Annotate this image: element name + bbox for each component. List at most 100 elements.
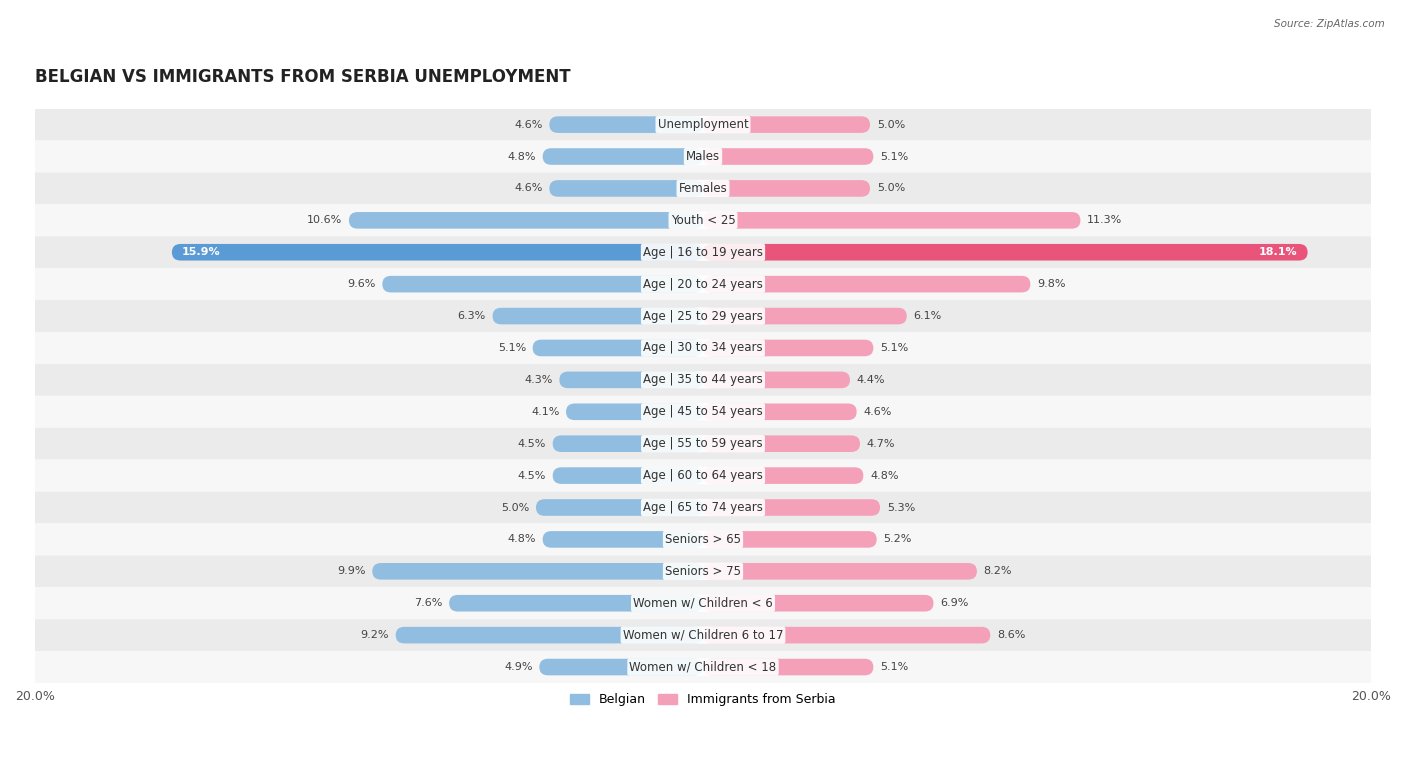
FancyBboxPatch shape bbox=[553, 435, 703, 452]
Text: 8.6%: 8.6% bbox=[997, 630, 1025, 640]
Text: 4.8%: 4.8% bbox=[870, 471, 898, 481]
Text: 10.6%: 10.6% bbox=[307, 215, 342, 226]
FancyBboxPatch shape bbox=[35, 651, 1371, 683]
FancyBboxPatch shape bbox=[703, 595, 934, 612]
FancyBboxPatch shape bbox=[703, 563, 977, 580]
FancyBboxPatch shape bbox=[35, 204, 1371, 236]
FancyBboxPatch shape bbox=[703, 148, 873, 165]
Text: 15.9%: 15.9% bbox=[181, 248, 221, 257]
FancyBboxPatch shape bbox=[449, 595, 703, 612]
FancyBboxPatch shape bbox=[703, 627, 990, 643]
FancyBboxPatch shape bbox=[35, 619, 1371, 651]
FancyBboxPatch shape bbox=[703, 499, 880, 516]
Text: 5.0%: 5.0% bbox=[501, 503, 529, 512]
FancyBboxPatch shape bbox=[703, 308, 907, 324]
FancyBboxPatch shape bbox=[703, 531, 877, 548]
Text: 4.8%: 4.8% bbox=[508, 534, 536, 544]
Text: Age | 65 to 74 years: Age | 65 to 74 years bbox=[643, 501, 763, 514]
Text: 5.3%: 5.3% bbox=[887, 503, 915, 512]
Text: Age | 35 to 44 years: Age | 35 to 44 years bbox=[643, 373, 763, 386]
FancyBboxPatch shape bbox=[35, 428, 1371, 459]
Text: Unemployment: Unemployment bbox=[658, 118, 748, 131]
Text: Age | 16 to 19 years: Age | 16 to 19 years bbox=[643, 246, 763, 259]
Text: 9.2%: 9.2% bbox=[360, 630, 389, 640]
Legend: Belgian, Immigrants from Serbia: Belgian, Immigrants from Serbia bbox=[565, 688, 841, 712]
Text: 9.6%: 9.6% bbox=[347, 279, 375, 289]
Text: 5.0%: 5.0% bbox=[877, 183, 905, 194]
FancyBboxPatch shape bbox=[373, 563, 703, 580]
Text: Age | 20 to 24 years: Age | 20 to 24 years bbox=[643, 278, 763, 291]
FancyBboxPatch shape bbox=[703, 244, 1308, 260]
FancyBboxPatch shape bbox=[543, 148, 703, 165]
Text: 8.2%: 8.2% bbox=[984, 566, 1012, 576]
FancyBboxPatch shape bbox=[703, 659, 873, 675]
FancyBboxPatch shape bbox=[703, 340, 873, 357]
Text: 4.8%: 4.8% bbox=[508, 151, 536, 161]
Text: 4.5%: 4.5% bbox=[517, 471, 546, 481]
Text: Source: ZipAtlas.com: Source: ZipAtlas.com bbox=[1274, 19, 1385, 29]
FancyBboxPatch shape bbox=[35, 523, 1371, 556]
FancyBboxPatch shape bbox=[553, 467, 703, 484]
Text: Youth < 25: Youth < 25 bbox=[671, 213, 735, 227]
Text: 4.1%: 4.1% bbox=[531, 407, 560, 417]
FancyBboxPatch shape bbox=[703, 180, 870, 197]
FancyBboxPatch shape bbox=[35, 268, 1371, 300]
Text: 5.0%: 5.0% bbox=[877, 120, 905, 129]
FancyBboxPatch shape bbox=[543, 531, 703, 548]
Text: 4.6%: 4.6% bbox=[863, 407, 891, 417]
Text: 9.9%: 9.9% bbox=[337, 566, 366, 576]
Text: 4.5%: 4.5% bbox=[517, 439, 546, 449]
Text: Age | 45 to 54 years: Age | 45 to 54 years bbox=[643, 405, 763, 419]
FancyBboxPatch shape bbox=[35, 459, 1371, 491]
FancyBboxPatch shape bbox=[703, 435, 860, 452]
Text: 5.1%: 5.1% bbox=[498, 343, 526, 353]
Text: 5.2%: 5.2% bbox=[883, 534, 911, 544]
FancyBboxPatch shape bbox=[703, 276, 1031, 292]
FancyBboxPatch shape bbox=[35, 364, 1371, 396]
Text: BELGIAN VS IMMIGRANTS FROM SERBIA UNEMPLOYMENT: BELGIAN VS IMMIGRANTS FROM SERBIA UNEMPL… bbox=[35, 68, 571, 86]
FancyBboxPatch shape bbox=[35, 173, 1371, 204]
Text: 6.1%: 6.1% bbox=[914, 311, 942, 321]
FancyBboxPatch shape bbox=[172, 244, 703, 260]
Text: Age | 55 to 59 years: Age | 55 to 59 years bbox=[643, 438, 763, 450]
FancyBboxPatch shape bbox=[395, 627, 703, 643]
Text: Women w/ Children 6 to 17: Women w/ Children 6 to 17 bbox=[623, 628, 783, 642]
Text: Age | 30 to 34 years: Age | 30 to 34 years bbox=[643, 341, 763, 354]
Text: Age | 60 to 64 years: Age | 60 to 64 years bbox=[643, 469, 763, 482]
Text: 18.1%: 18.1% bbox=[1258, 248, 1298, 257]
FancyBboxPatch shape bbox=[35, 236, 1371, 268]
FancyBboxPatch shape bbox=[35, 396, 1371, 428]
Text: Age | 25 to 29 years: Age | 25 to 29 years bbox=[643, 310, 763, 322]
Text: Women w/ Children < 18: Women w/ Children < 18 bbox=[630, 661, 776, 674]
Text: 4.6%: 4.6% bbox=[515, 120, 543, 129]
FancyBboxPatch shape bbox=[550, 180, 703, 197]
Text: Women w/ Children < 6: Women w/ Children < 6 bbox=[633, 597, 773, 609]
Text: 5.1%: 5.1% bbox=[880, 151, 908, 161]
Text: 5.1%: 5.1% bbox=[880, 662, 908, 672]
FancyBboxPatch shape bbox=[536, 499, 703, 516]
Text: 9.8%: 9.8% bbox=[1038, 279, 1066, 289]
FancyBboxPatch shape bbox=[703, 117, 870, 133]
FancyBboxPatch shape bbox=[35, 556, 1371, 587]
Text: Females: Females bbox=[679, 182, 727, 195]
Text: 7.6%: 7.6% bbox=[415, 598, 443, 608]
FancyBboxPatch shape bbox=[35, 587, 1371, 619]
Text: 6.3%: 6.3% bbox=[457, 311, 486, 321]
FancyBboxPatch shape bbox=[35, 141, 1371, 173]
FancyBboxPatch shape bbox=[35, 300, 1371, 332]
Text: 4.9%: 4.9% bbox=[505, 662, 533, 672]
Text: 5.1%: 5.1% bbox=[880, 343, 908, 353]
FancyBboxPatch shape bbox=[703, 212, 1080, 229]
FancyBboxPatch shape bbox=[703, 403, 856, 420]
FancyBboxPatch shape bbox=[703, 372, 851, 388]
FancyBboxPatch shape bbox=[550, 117, 703, 133]
Text: 4.7%: 4.7% bbox=[866, 439, 896, 449]
Text: 4.4%: 4.4% bbox=[856, 375, 886, 385]
Text: Seniors > 65: Seniors > 65 bbox=[665, 533, 741, 546]
FancyBboxPatch shape bbox=[35, 491, 1371, 523]
FancyBboxPatch shape bbox=[382, 276, 703, 292]
FancyBboxPatch shape bbox=[560, 372, 703, 388]
Text: 11.3%: 11.3% bbox=[1087, 215, 1122, 226]
Text: 6.9%: 6.9% bbox=[941, 598, 969, 608]
FancyBboxPatch shape bbox=[533, 340, 703, 357]
